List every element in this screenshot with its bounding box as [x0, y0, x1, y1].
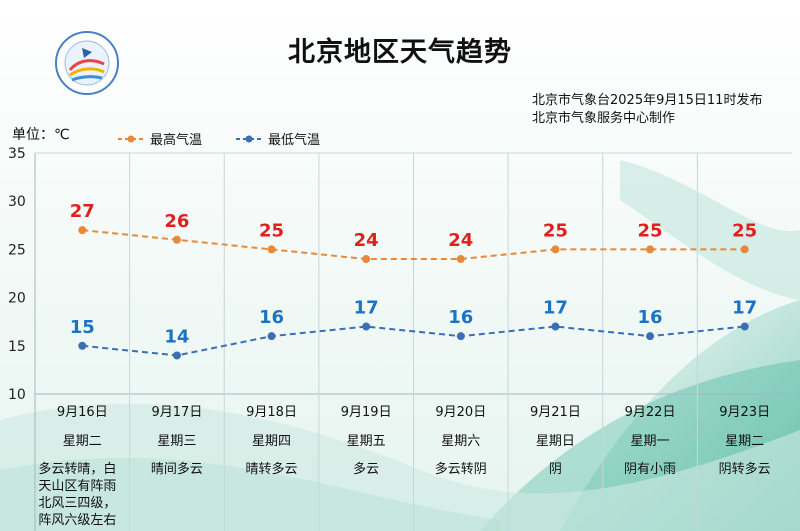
- series-line-max: [82, 229, 745, 261]
- data-point-max: [740, 245, 749, 254]
- weekday-label: 星期五: [346, 434, 386, 449]
- legend-min-marker: [236, 135, 262, 142]
- data-label-max: 25: [543, 220, 568, 241]
- data-label-max: 25: [732, 220, 757, 241]
- x-tick-label-date: 9月21日: [530, 405, 581, 420]
- data-label-min: 17: [354, 298, 379, 319]
- data-point-max: [172, 235, 181, 244]
- page-title: 北京地区天气趋势: [288, 37, 512, 68]
- weather-description: 阴转多云: [718, 462, 771, 477]
- weather-description: 阴有小雨: [624, 462, 677, 477]
- unit-label: 单位：℃: [12, 127, 70, 143]
- x-tick-label-date: 9月18日: [246, 405, 297, 420]
- data-point-max: [78, 226, 87, 235]
- weather-description: 晴转多云: [245, 462, 298, 477]
- issuer-line-2: 北京市气象服务中心制作: [532, 111, 676, 126]
- legend-max-label: 最高气温: [150, 133, 203, 148]
- data-label-min: 16: [638, 307, 663, 328]
- y-tick-label: 15: [8, 339, 26, 355]
- data-label-max: 24: [448, 230, 473, 251]
- x-tick-label-date: 9月23日: [719, 405, 771, 420]
- data-point-min: [551, 322, 560, 331]
- y-tick-label: 30: [8, 194, 26, 210]
- data-label-max: 26: [164, 211, 189, 232]
- issuer-info: 北京市气象台2025年9月15日11时发布 北京市气象服务中心制作: [532, 92, 762, 128]
- issuer-line-1: 北京市气象台2025年9月15日11时发布: [532, 93, 763, 108]
- legend-max-marker: [118, 135, 144, 142]
- data-point-min: [646, 332, 655, 341]
- x-tick-label-date: 9月16日: [56, 405, 108, 420]
- data-point-max: [267, 245, 276, 254]
- legend-item-max: 最高气温: [118, 129, 202, 148]
- data-point-max: [551, 245, 560, 254]
- x-tick-label-date: 9月19日: [340, 405, 392, 420]
- weekday-label: 星期一: [630, 434, 670, 449]
- data-label-min: 17: [543, 298, 568, 319]
- data-point-min: [172, 351, 181, 360]
- meteorological-service-logo: [55, 31, 119, 95]
- y-tick-label: 20: [8, 291, 26, 307]
- weather-description: 多云: [353, 462, 380, 477]
- legend-item-min: 最低气温: [236, 129, 320, 148]
- x-tick-label-date: 9月17日: [151, 405, 203, 420]
- data-label-min: 16: [259, 307, 284, 328]
- data-label-max: 25: [638, 220, 663, 241]
- y-tick-label: 25: [8, 242, 26, 258]
- weekday-label: 星期二: [62, 434, 102, 449]
- data-label-min: 16: [448, 307, 473, 328]
- data-label-min: 14: [164, 326, 189, 347]
- data-label-min: 17: [732, 298, 757, 319]
- data-label-max: 25: [259, 220, 284, 241]
- weather-description: 阴: [548, 462, 562, 477]
- legend-min-label: 最低气温: [268, 133, 321, 148]
- weekday-label: 星期三: [157, 434, 197, 449]
- data-label-min: 15: [70, 317, 95, 338]
- series-line-min: [82, 325, 745, 357]
- data-point-min: [740, 322, 749, 331]
- weather-description: 晴间多云: [150, 462, 203, 477]
- data-point-min: [78, 341, 87, 350]
- weekday-label: 星期二: [725, 434, 765, 449]
- data-point-max: [362, 255, 371, 264]
- data-point-min: [456, 332, 465, 341]
- x-tick-label-date: 9月20日: [435, 405, 487, 420]
- data-point-min: [362, 322, 371, 331]
- data-label-max: 27: [70, 201, 95, 222]
- data-point-min: [267, 332, 276, 341]
- x-tick-label-date: 9月22日: [624, 405, 676, 420]
- weekday-label: 星期六: [441, 434, 481, 449]
- weekday-label: 星期日: [535, 434, 575, 449]
- y-tick-label: 10: [8, 387, 26, 403]
- weather-description: 多云转晴，白天山区有阵雨北风三四级，阵风六级左右: [38, 462, 117, 528]
- data-label-max: 24: [354, 230, 379, 251]
- data-point-max: [456, 255, 465, 264]
- weekday-label: 星期四: [252, 434, 292, 449]
- weather-description: 多云转阴: [434, 462, 487, 477]
- y-tick-label: 35: [8, 146, 26, 162]
- data-point-max: [646, 245, 655, 254]
